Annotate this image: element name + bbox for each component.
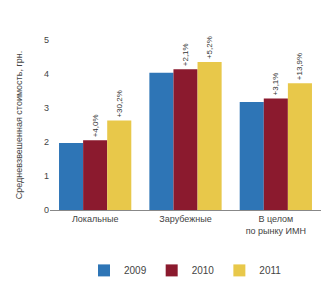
svg-text:2009: 2009: [124, 265, 147, 276]
svg-text:3: 3: [44, 103, 49, 113]
svg-text:В целомпо рынку ИМН: В целомпо рынку ИМН: [246, 214, 306, 236]
svg-text:2: 2: [44, 137, 49, 147]
svg-text:+4,0%: +4,0%: [91, 114, 100, 137]
svg-text:5: 5: [44, 35, 49, 45]
svg-text:0: 0: [44, 205, 49, 215]
svg-text:+5,2%: +5,2%: [205, 36, 214, 59]
svg-text:Локальные: Локальные: [72, 214, 118, 224]
svg-text:Зарубежные: Зарубежные: [159, 214, 211, 224]
svg-text:+2,1%: +2,1%: [181, 43, 190, 66]
svg-text:+3,1%: +3,1%: [271, 73, 280, 96]
svg-text:2011: 2011: [259, 265, 281, 276]
svg-text:2010: 2010: [192, 265, 215, 276]
svg-text:Средневзвешенная стоимость, гр: Средневзвешенная стоимость, грн.: [14, 51, 24, 199]
svg-text:+30,2%: +30,2%: [115, 90, 124, 117]
svg-text:4: 4: [44, 69, 49, 79]
svg-text:1: 1: [44, 171, 49, 181]
svg-text:+13,9%: +13,9%: [295, 53, 304, 80]
